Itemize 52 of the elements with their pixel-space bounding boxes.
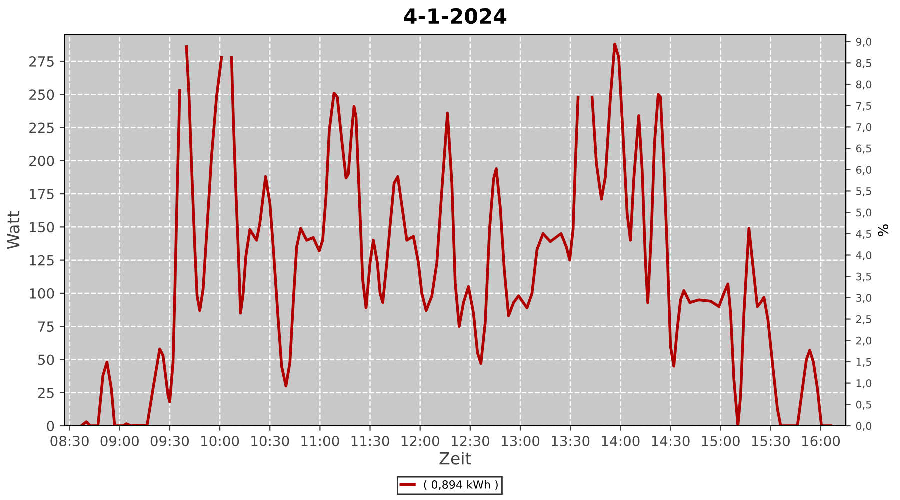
x-tick-label: 12:00 (402, 436, 440, 446)
x-tick-label: 16:00 (802, 436, 840, 446)
y2-tick-label: 7,5 (856, 102, 872, 112)
y2-tick-label: 1,0 (856, 380, 872, 388)
y-tick-label: 200 (30, 156, 54, 166)
x-tick-label: 15:30 (752, 436, 790, 446)
x-tick-label: 12:30 (452, 436, 490, 446)
y-axis-title: Watt (7, 212, 20, 250)
x-axis-title: Zeit (440, 452, 472, 465)
y-tick-label: 25 (38, 388, 54, 398)
legend-label: ( 0,894 kWh ) (424, 480, 498, 490)
y-tick-label: 0 (47, 420, 54, 432)
y2-tick-label: 0,0 (856, 422, 872, 432)
y-tick-label: 150 (30, 222, 54, 233)
y-tick-label: 100 (30, 288, 54, 299)
y2-tick-label: 3,5 (856, 272, 872, 282)
y2-tick-label: 8,0 (856, 80, 872, 90)
y-tick-label: 175 (30, 189, 54, 200)
x-tick-label: 08:30 (50, 436, 89, 446)
x-tick-label: 15:00 (702, 436, 740, 446)
y-tick-label: 125 (30, 255, 54, 266)
x-tick-label: 13:00 (502, 436, 540, 446)
x-tick-label: 14:30 (652, 436, 690, 446)
x-tick-label: 09:00 (100, 436, 139, 446)
y-tick-label: 275 (30, 56, 54, 67)
x-tick-label: 11:30 (352, 436, 390, 446)
y2-tick-label: 8,5 (856, 59, 872, 68)
y-tick-label: 50 (38, 354, 54, 366)
y2-tick-label: 2,5 (856, 316, 872, 324)
y2-tick-label: 5,0 (856, 208, 872, 218)
y2-tick-label: 9,0 (856, 38, 872, 47)
y-tick-label: 250 (30, 90, 54, 100)
x-tick-label: 09:30 (150, 436, 190, 446)
y2-tick-label: 6,5 (856, 144, 872, 154)
y2-tick-label: 4,0 (856, 251, 872, 260)
chart-title: 4-1-2024 (404, 8, 507, 24)
x-tick-label: 11:00 (302, 436, 340, 446)
y2-tick-label: 0,5 (856, 400, 872, 410)
y2-tick-label: 7,0 (856, 123, 872, 132)
y2-tick-label: 4,5 (856, 230, 872, 240)
y2-tick-label: 1,5 (856, 358, 872, 368)
y-tick-label: 75 (38, 322, 54, 332)
x-tick-label: 14:00 (602, 436, 640, 446)
y2-tick-label: 6,0 (856, 166, 872, 176)
y2-axis-title: % (878, 224, 889, 236)
x-tick-label: 13:30 (552, 436, 590, 446)
y2-tick-label: 3,0 (856, 294, 872, 304)
x-tick-label: 10:00 (202, 436, 240, 446)
y2-tick-label: 5,5 (856, 188, 872, 196)
y-tick-label: 225 (30, 122, 54, 134)
x-tick-label: 10:30 (252, 436, 290, 446)
y2-tick-label: 2,0 (856, 336, 872, 346)
